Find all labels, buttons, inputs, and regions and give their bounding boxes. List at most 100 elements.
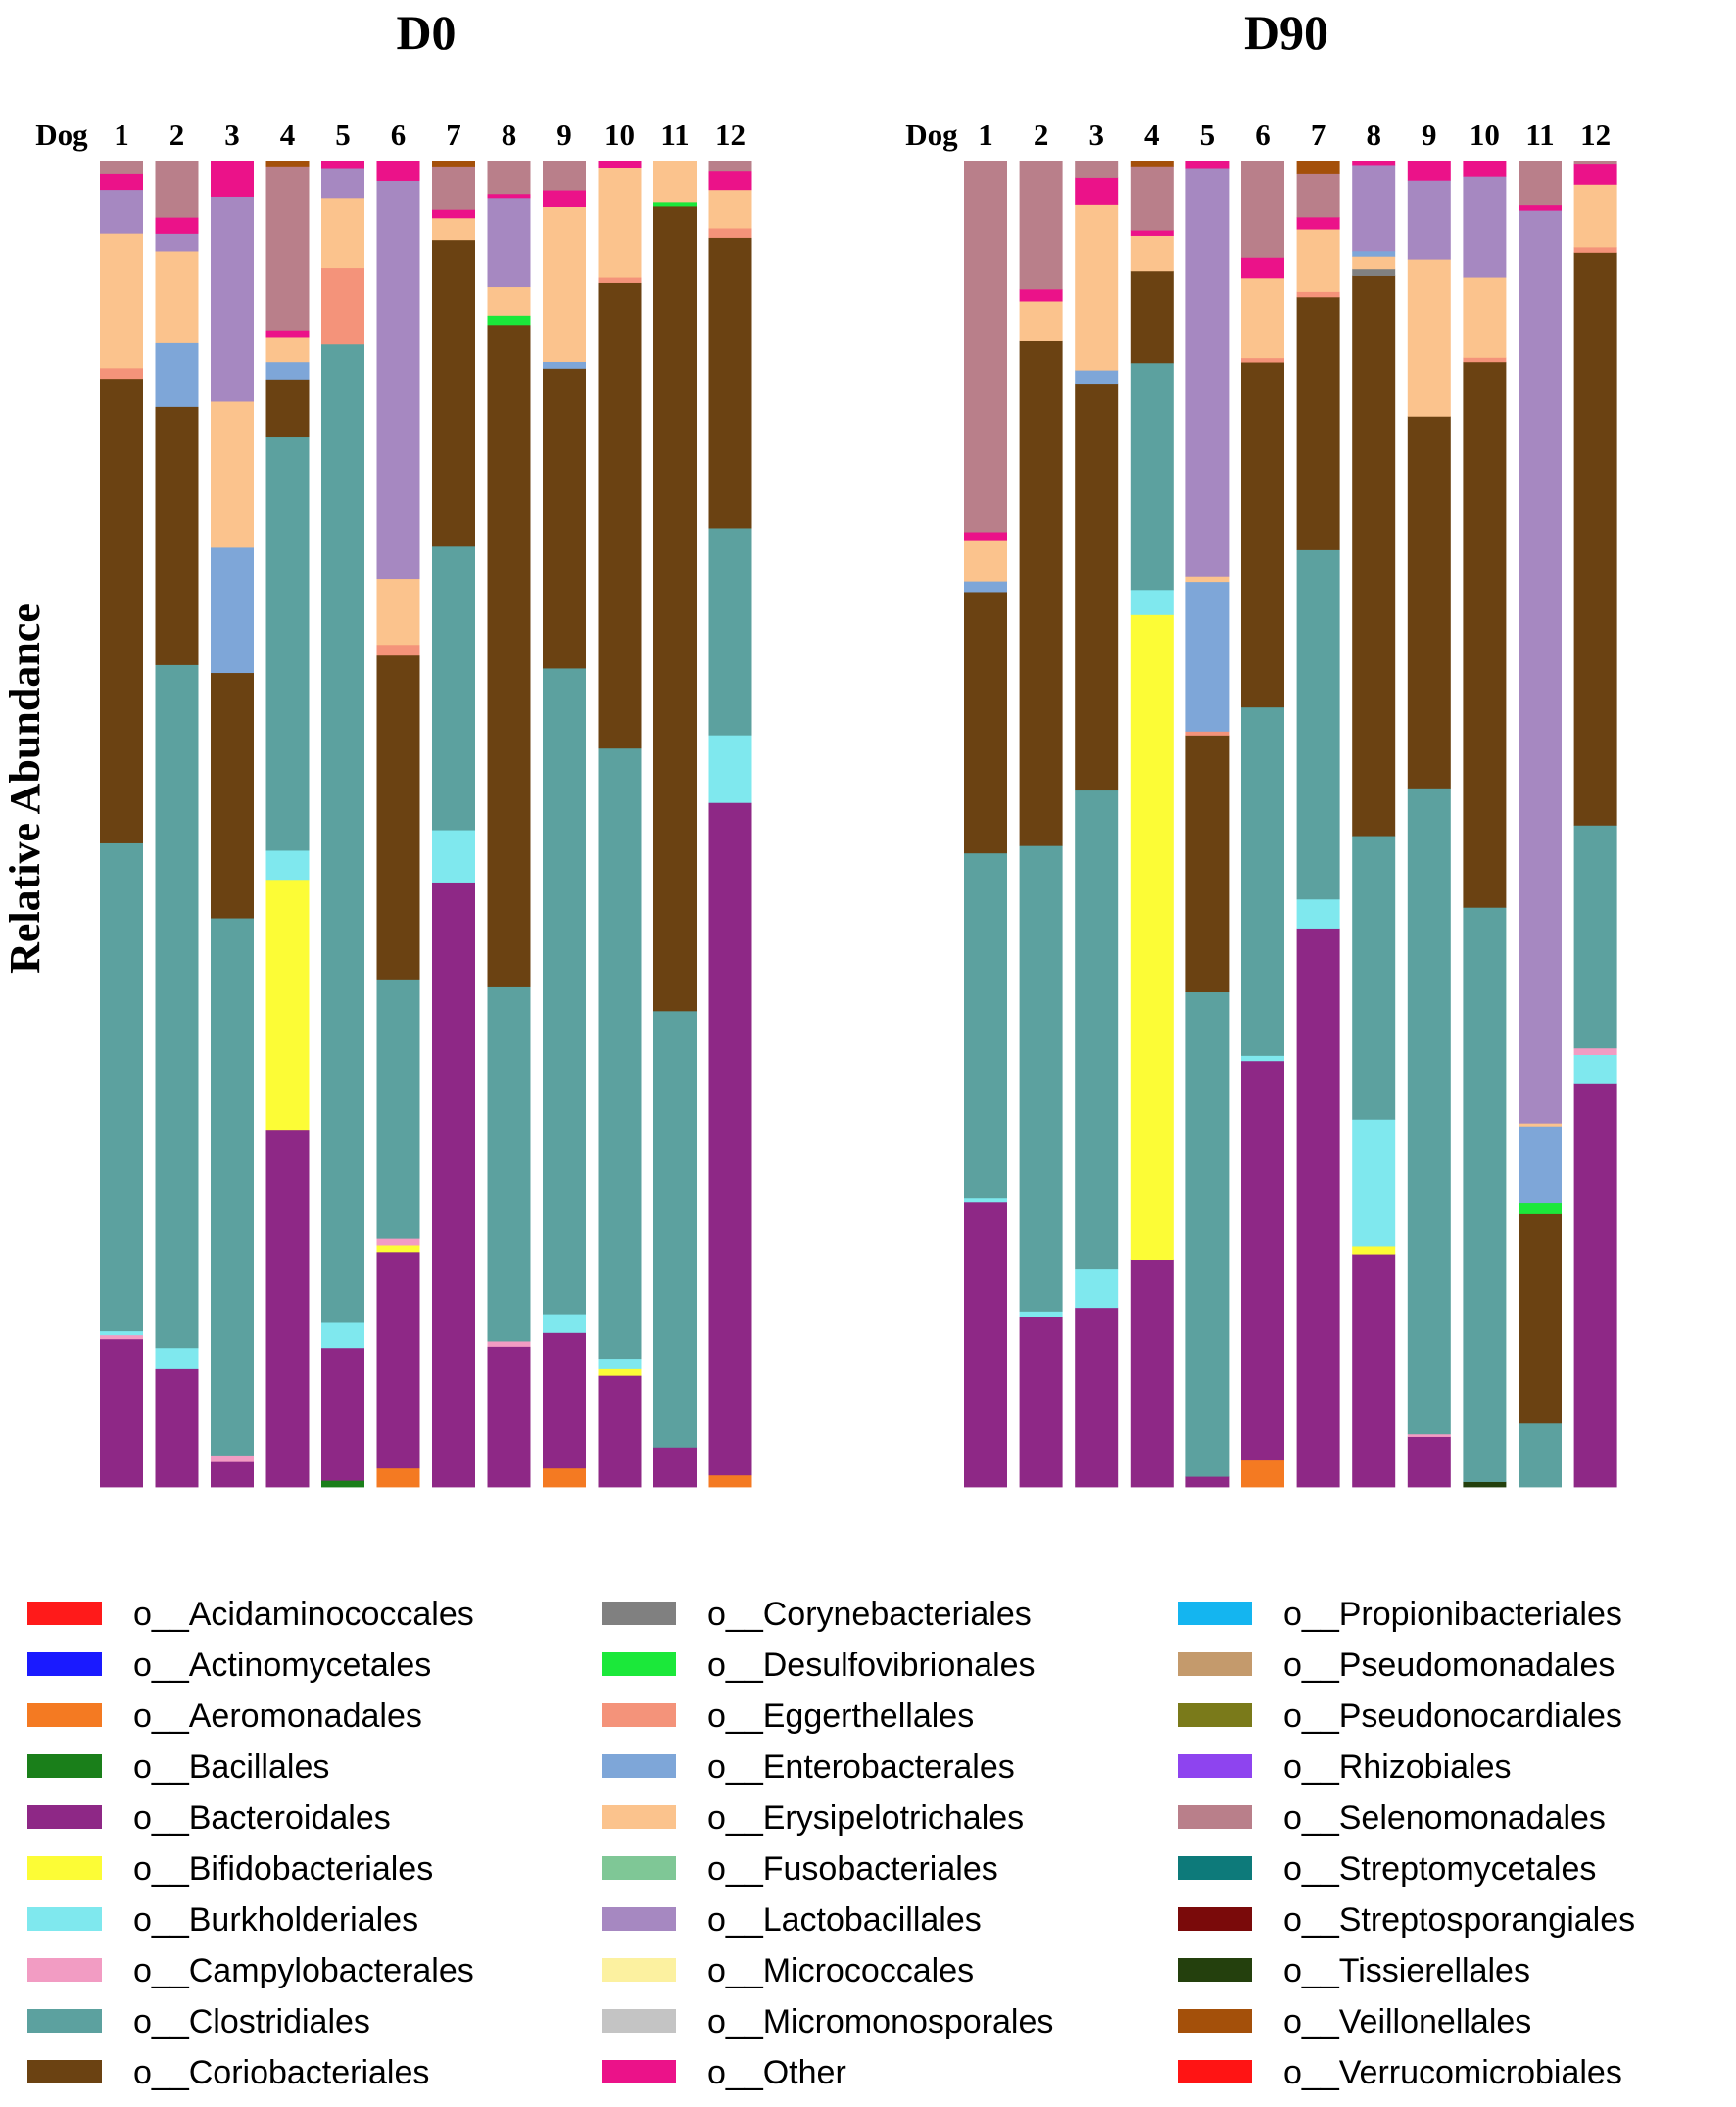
bar-segment-erysipelotrichales bbox=[100, 233, 143, 369]
bar-segment-erysipelotrichales bbox=[1185, 576, 1230, 583]
category-label: 5 bbox=[335, 118, 351, 152]
bar-segment-lactobacillales bbox=[1185, 168, 1230, 577]
bar-segment-campylobacterales bbox=[376, 1238, 420, 1246]
bar-segment-selenomonadales bbox=[155, 161, 199, 218]
legend-item: o__Bifidobacteriales bbox=[27, 1850, 433, 1888]
legend-swatch bbox=[1178, 2009, 1252, 2033]
bar-segment-eggerthellales bbox=[598, 277, 642, 283]
legend-item: o__Enterobacterales bbox=[602, 1748, 1015, 1786]
legend-label: o__Pseudomonadales bbox=[1283, 1647, 1615, 1684]
bar-segment-campylobacterales bbox=[100, 1334, 143, 1340]
bar-segment-clostridiales bbox=[598, 747, 642, 1360]
bar-segment-other bbox=[100, 173, 143, 191]
bar-segment-coriobacteriales bbox=[1296, 296, 1340, 550]
legend-swatch bbox=[1178, 1805, 1252, 1829]
legend-swatch bbox=[1178, 1652, 1252, 1676]
bar-segment-coriobacteriales bbox=[708, 237, 752, 529]
bar-segment-enterobacterales bbox=[1519, 1126, 1562, 1204]
legend-swatch bbox=[602, 1805, 676, 1829]
bar-dog-2 bbox=[155, 161, 199, 1488]
bar-segment-campylobacterales bbox=[1573, 1047, 1617, 1055]
bar-segment-other bbox=[1463, 161, 1507, 177]
legend-swatch bbox=[1178, 1958, 1252, 1982]
bar-segment-lactobacillales bbox=[155, 233, 199, 252]
legend-item: o__Pseudonocardiales bbox=[1178, 1698, 1622, 1735]
legend-item: o__Selenomonadales bbox=[1178, 1799, 1606, 1837]
bar-segment-burkholderiales bbox=[1241, 1055, 1284, 1062]
bar-segment-lactobacillales bbox=[321, 168, 364, 199]
bar-segment-coriobacteriales bbox=[155, 406, 199, 665]
bar-segment-clostridiales bbox=[155, 664, 199, 1349]
legend-label: o__Other bbox=[707, 2054, 846, 2091]
bar-segment-bifidobacteriales bbox=[1352, 1246, 1396, 1255]
bar-segment-other bbox=[1130, 230, 1174, 236]
legend-label: o__Tissierellales bbox=[1283, 1952, 1530, 1989]
legend-swatch bbox=[602, 1602, 676, 1625]
bar-segment-bifidobacteriales bbox=[376, 1245, 420, 1253]
legend-swatch bbox=[602, 1958, 676, 1982]
bar-dog-4 bbox=[265, 161, 310, 1488]
legend-item: o__Verrucomicrobiales bbox=[1178, 2054, 1622, 2091]
bar-segment-coriobacteriales bbox=[1075, 383, 1119, 791]
bar-segment-clostridiales bbox=[1296, 549, 1340, 900]
category-label: 6 bbox=[391, 118, 407, 152]
bar-segment-erysipelotrichales bbox=[265, 337, 310, 363]
legend-swatch bbox=[27, 1907, 102, 1931]
bar-segment-other bbox=[1352, 161, 1396, 166]
legend-item: o__Desulfovibrionales bbox=[602, 1647, 1036, 1684]
legend-swatch bbox=[1178, 2060, 1252, 2083]
bar-segment-burkholderiales bbox=[100, 1330, 143, 1336]
category-label: 6 bbox=[1255, 118, 1271, 152]
category-label: 2 bbox=[169, 118, 185, 152]
bar-segment-other bbox=[211, 161, 254, 197]
bar-segment-bacteroidales bbox=[708, 802, 752, 1476]
bar-segment-erysipelotrichales bbox=[432, 217, 475, 241]
bar-segment-other bbox=[543, 190, 586, 207]
bar-dog-5 bbox=[1185, 161, 1230, 1488]
legend-swatch bbox=[602, 1907, 676, 1931]
bar-segment-eggerthellales bbox=[1296, 291, 1340, 298]
legend-item: o__Corynebacteriales bbox=[602, 1596, 1032, 1633]
legend-label: o__Bacillales bbox=[133, 1748, 329, 1786]
bar-segment-clostridiales bbox=[1241, 706, 1284, 1056]
bar-segment-enterobacterales bbox=[155, 342, 199, 407]
bar-segment-other bbox=[708, 170, 752, 191]
bar-segment-campylobacterales bbox=[487, 1341, 531, 1347]
bar-segment-burkholderiales bbox=[155, 1347, 199, 1369]
bar-segment-other bbox=[1296, 216, 1340, 230]
bar-segment-other bbox=[487, 193, 531, 199]
bar-segment-burkholderiales bbox=[1075, 1269, 1119, 1309]
bar-dog-4 bbox=[1130, 161, 1174, 1488]
bar-segment-bacteroidales bbox=[1130, 1259, 1174, 1488]
legend-item: o__Other bbox=[602, 2054, 846, 2091]
bar-segment-coriobacteriales bbox=[432, 239, 475, 547]
bar-dog-10 bbox=[1463, 161, 1507, 1488]
legend-swatch bbox=[27, 1652, 102, 1676]
bar-segment-bacteroidales bbox=[1352, 1254, 1396, 1488]
bar-segment-bacteroidales bbox=[1573, 1083, 1617, 1488]
bar-segment-other bbox=[321, 161, 364, 169]
bar-segment-enterobacterales bbox=[964, 581, 1007, 593]
legend-item: o__Acidaminococcales bbox=[27, 1596, 474, 1633]
bar-dog-1 bbox=[964, 161, 1007, 1488]
bar-segment-selenomonadales bbox=[1573, 161, 1617, 165]
bar-segment-erysipelotrichales bbox=[1019, 301, 1063, 341]
bar-dog-12 bbox=[708, 161, 752, 1488]
legend-item: o__Burkholderiales bbox=[27, 1901, 418, 1939]
bar-segment-bacteroidales bbox=[1019, 1316, 1063, 1488]
bar-segment-coriobacteriales bbox=[653, 206, 697, 1012]
bar-segment-veillonellales bbox=[432, 161, 475, 167]
legend-swatch bbox=[602, 2009, 676, 2033]
dog-axis-label: Dog bbox=[905, 118, 958, 152]
bar-segment-erysipelotrichales bbox=[321, 197, 364, 269]
legend-swatch bbox=[27, 1856, 102, 1880]
bar-segment-campylobacterales bbox=[1407, 1433, 1451, 1437]
legend-item: o__Clostridiales bbox=[27, 2003, 370, 2040]
legend-item: o__Streptosporangiales bbox=[1178, 1901, 1635, 1939]
bar-segment-selenomonadales bbox=[265, 166, 310, 331]
category-label: 2 bbox=[1034, 118, 1049, 152]
bar-segment-clostridiales bbox=[211, 918, 254, 1456]
category-label: 4 bbox=[280, 118, 296, 152]
legend-item: o__Campylobacterales bbox=[27, 1952, 474, 1989]
bar-segment-erysipelotrichales bbox=[1241, 277, 1284, 359]
